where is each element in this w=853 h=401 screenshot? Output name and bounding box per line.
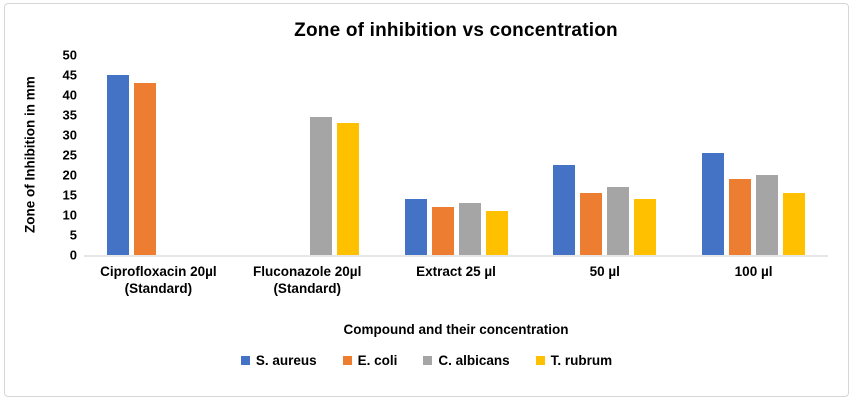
legend-square-icon-t-rubrum bbox=[535, 356, 545, 365]
bar-s-aureus-50-l bbox=[553, 165, 576, 255]
bar-e-coli-ciprofloxacin-20-l bbox=[133, 83, 156, 255]
bar-t-rubrum-fluconazole-20-l bbox=[336, 123, 359, 255]
x-axis-category-labels: Ciprofloxacin 20µl (Standard) Fluconazole… bbox=[84, 263, 828, 297]
y-tick-label-0: 0 bbox=[69, 247, 77, 263]
chart-title: Zone of inhibition vs concentration bbox=[294, 20, 618, 41]
legend-item-t-rubrum: T. rubrum bbox=[535, 353, 613, 368]
y-tick-label-10: 10 bbox=[62, 207, 77, 223]
legend-label-e-coli: E. coli bbox=[357, 353, 398, 368]
y-tick-label-25: 25 bbox=[62, 147, 77, 163]
y-tick-label-50: 50 bbox=[62, 47, 77, 63]
category-label-ciprofloxacin-20-l: Ciprofloxacin 20µl (Standard) bbox=[100, 264, 217, 296]
category-label-extract-25-l: Extract 25 µl bbox=[416, 264, 496, 279]
y-tick-label-30: 30 bbox=[62, 127, 77, 143]
legend-square-icon-c-albicans bbox=[423, 356, 433, 365]
legend: S. aureus E. coli C. albicans T. rubrum bbox=[5, 353, 848, 368]
legend-item-e-coli: E. coli bbox=[342, 353, 398, 368]
y-tick-label-35: 35 bbox=[62, 107, 77, 123]
legend-square-icon-e-coli bbox=[342, 356, 352, 365]
bar-c-albicans-fluconazole-20-l bbox=[309, 117, 332, 255]
category-label-50-l: 50 µl bbox=[589, 264, 620, 279]
bar-e-coli-100-l bbox=[729, 179, 752, 255]
chart-frame: Zone of inhibition vs concentration Zone… bbox=[4, 3, 849, 397]
bar-e-coli-extract-25-l bbox=[431, 207, 454, 255]
legend-item-c-albicans: C. albicans bbox=[423, 353, 510, 368]
bar-t-rubrum-50-l bbox=[634, 199, 657, 255]
bar-s-aureus-extract-25-l bbox=[404, 199, 427, 255]
y-tick-label-5: 5 bbox=[69, 227, 77, 243]
y-tick-label-15: 15 bbox=[62, 187, 77, 203]
legend-square-icon-s-aureus bbox=[240, 356, 250, 365]
bar-c-albicans-extract-25-l bbox=[458, 203, 481, 255]
bar-s-aureus-ciprofloxacin-20-l bbox=[106, 75, 129, 255]
legend-label-s-aureus: S. aureus bbox=[255, 353, 317, 368]
legend-item-s-aureus: S. aureus bbox=[240, 353, 317, 368]
legend-label-t-rubrum: T. rubrum bbox=[550, 353, 613, 368]
bar-s-aureus-100-l bbox=[702, 153, 725, 255]
bar-t-rubrum-100-l bbox=[783, 193, 806, 255]
bar-e-coli-50-l bbox=[580, 193, 603, 255]
legend-label-c-albicans: C. albicans bbox=[438, 353, 510, 368]
category-label-fluconazole-20-l: Fluconazole 20µl (Standard) bbox=[253, 264, 362, 296]
bar-c-albicans-100-l bbox=[756, 175, 779, 255]
bar-t-rubrum-extract-25-l bbox=[485, 211, 508, 255]
plot-area bbox=[84, 55, 828, 257]
y-tick-label-20: 20 bbox=[62, 167, 77, 183]
category-label-100-l: 100 µl bbox=[734, 264, 773, 279]
x-axis-title: Compound and their concentration bbox=[343, 322, 569, 337]
y-axis-ticks: 0 5 10 15 20 25 30 35 40 45 50 bbox=[5, 48, 77, 263]
y-tick-label-40: 40 bbox=[62, 87, 77, 103]
y-tick-label-45: 45 bbox=[62, 67, 77, 83]
bar-c-albicans-50-l bbox=[607, 187, 630, 255]
